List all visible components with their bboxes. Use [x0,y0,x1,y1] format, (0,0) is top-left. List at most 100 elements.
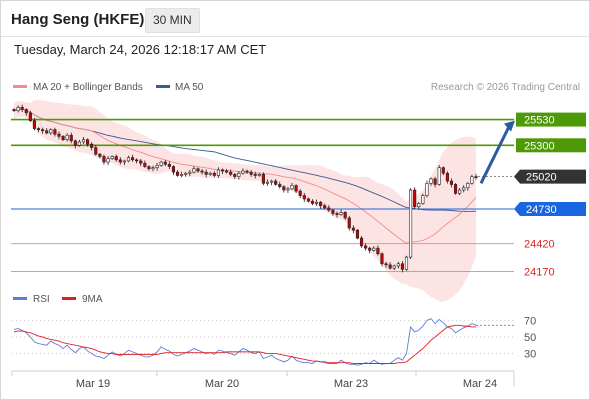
candle [462,185,466,193]
candle [143,160,147,168]
candle [204,169,208,178]
candle-body [143,162,147,167]
candle [86,138,90,147]
candle-body [151,167,155,170]
candle [167,161,171,169]
candle-body [364,245,368,249]
interval-badge[interactable]: 30 MIN [145,8,200,33]
candle [237,171,241,180]
candle-body [306,198,310,202]
candle [364,243,368,251]
timestamp: Tuesday, March 24, 2026 12:18:17 AM CET [14,42,267,57]
candle-body [77,141,81,146]
legend-swatch-ma20 [13,85,27,88]
x-tick-label: Mar 23 [334,378,368,390]
rsi-ma-line [13,324,476,364]
candle-body [36,128,41,130]
candle-body [110,156,114,160]
candle-body [314,201,319,204]
candle-body [384,263,388,266]
candle-body [347,217,351,229]
candle-body [53,129,57,135]
candle-body [409,189,413,258]
candle [139,158,143,167]
candle [126,155,131,163]
x-tick-label: Mar 19 [76,378,110,390]
candle [429,177,433,186]
candle [294,184,298,194]
candle-body [65,134,69,141]
candle [196,167,200,173]
candle-body [319,201,323,206]
candle-body [274,180,278,185]
candle-body [155,165,159,168]
candle-body [257,174,261,176]
candle [57,131,61,140]
level-24170-label: 24170 [524,267,555,279]
candle-body [32,120,37,129]
x-axis: Mar 19 Mar 20 Mar 23 Mar 24 [11,371,497,390]
candle [331,208,335,216]
candle [339,209,343,216]
candle-body [41,129,45,132]
candle [53,127,57,137]
candle [188,170,192,177]
candle-body [368,247,372,251]
candle-body [126,157,131,162]
candle-body [73,140,77,146]
candle-body [114,156,118,161]
candle [437,164,441,186]
candle-body [212,172,216,176]
candle [122,159,126,166]
legend-swatch-ma50 [156,85,170,88]
candle-body [327,207,331,211]
candle-body [81,139,86,143]
candle [380,252,384,267]
candle [159,160,163,167]
level-25020-label: 25020 [526,172,557,184]
candle [282,185,286,193]
candle [94,144,98,156]
candle [155,162,159,171]
candle [225,168,229,174]
candle-body [421,195,425,204]
candle [310,199,315,206]
candle [445,171,449,184]
candle-body [278,184,282,187]
candle [396,261,400,269]
candle [90,142,94,151]
candle [200,168,204,175]
candle-body [458,189,462,194]
candle-body [16,106,20,111]
candle [392,264,396,271]
candle [69,132,73,144]
candle-body [241,170,245,174]
candle-body [400,263,404,270]
candle-body [159,161,163,166]
candle-body [302,195,306,200]
rsi-tick-70: 70 [524,315,536,327]
candle-body [180,174,184,176]
candle [270,179,274,186]
candle [61,135,65,142]
candle-body [441,167,445,174]
candle [286,186,290,194]
candle [208,171,212,176]
candle [323,203,327,210]
candle-body [171,166,176,173]
x-tick-label: Mar 20 [205,378,239,390]
candle [433,176,437,188]
candle [327,205,331,213]
candle-body [286,188,290,191]
candle [384,261,388,268]
candle [388,262,392,270]
candle [319,200,323,209]
candle-body [233,174,237,177]
candle [98,152,102,159]
level-25530-label: 25530 [524,115,555,127]
candle [347,215,351,231]
candle-body [45,130,49,134]
candle-body [229,171,233,175]
